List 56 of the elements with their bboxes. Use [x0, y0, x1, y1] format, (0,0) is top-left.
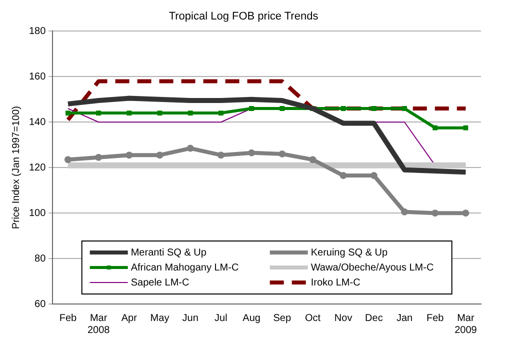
- point: [402, 106, 407, 111]
- point: [248, 149, 256, 156]
- x-tick-label: Apr: [121, 312, 138, 324]
- x-tick-label: Oct: [304, 312, 321, 324]
- point: [95, 154, 102, 161]
- point: [463, 125, 468, 130]
- x-tick-label: Jun: [182, 312, 198, 324]
- point: [462, 210, 470, 217]
- point: [401, 208, 408, 216]
- y-tick-label: 80: [34, 253, 46, 264]
- point: [217, 152, 224, 159]
- y-tick-label: 160: [28, 71, 46, 82]
- x-tick-label: May: [150, 312, 170, 324]
- y-tick-label: 140: [28, 116, 46, 128]
- legend-label: Iroko LM-C: [310, 277, 360, 288]
- point: [432, 125, 438, 130]
- x-tick-label: Dec: [365, 312, 383, 324]
- point: [126, 110, 132, 116]
- point: [249, 106, 254, 111]
- point: [370, 172, 378, 180]
- point: [186, 144, 194, 152]
- x-tick-label: Aug: [242, 312, 260, 324]
- point: [371, 106, 376, 111]
- point: [340, 106, 346, 111]
- x-tick-label: Jul: [214, 312, 228, 324]
- point: [280, 106, 285, 111]
- legend-label: Meranti SQ & Up: [130, 247, 207, 258]
- legend-label: African Mahogany LM-C: [130, 262, 239, 274]
- point: [96, 110, 102, 116]
- x-tick-label: Mar 2009: [454, 312, 478, 336]
- x-tick-label: Feb: [426, 312, 444, 324]
- y-tick-label: 120: [28, 162, 46, 174]
- legend-label: Wawa/Obeche/Ayous LM-C: [310, 262, 434, 274]
- x-tick-label: Jan: [396, 312, 413, 324]
- point: [126, 152, 133, 159]
- x-tick-label: Sep: [273, 312, 292, 324]
- legend-label: Sapele LM-C: [130, 277, 190, 288]
- point: [218, 110, 224, 116]
- point: [340, 172, 347, 180]
- point: [66, 110, 70, 116]
- x-tick-label: Nov: [334, 312, 352, 324]
- point: [188, 110, 193, 116]
- x-tick-label: Feb: [59, 312, 78, 324]
- point: [157, 110, 162, 116]
- point: [309, 156, 316, 164]
- y-tick-label: 180: [28, 26, 46, 37]
- y-tick-label: 100: [28, 208, 46, 219]
- legend-label: Keruing SQ & Up: [310, 247, 388, 258]
- point: [156, 152, 164, 159]
- x-tick-label: Mar 2008: [87, 312, 110, 336]
- point: [432, 210, 439, 217]
- y-tick-label: 60: [34, 298, 46, 310]
- chart-title: Tropical Log FOB price Trends: [168, 10, 319, 23]
- point: [64, 156, 72, 164]
- point: [278, 150, 286, 158]
- y-axis-title: Price Index (Jan 1997=100): [10, 106, 22, 230]
